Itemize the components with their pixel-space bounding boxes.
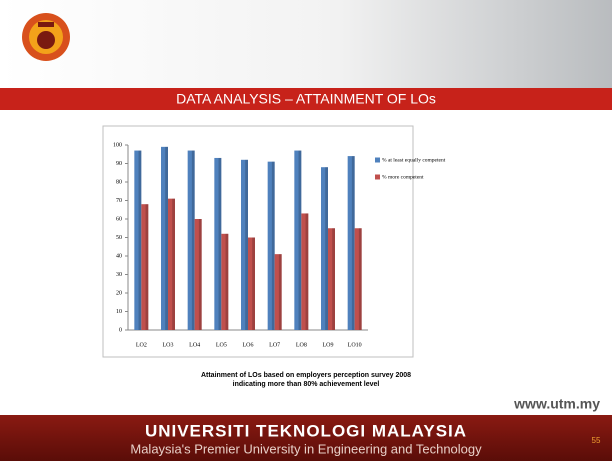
- chart-frame: [102, 125, 414, 358]
- y-tick-label: 20: [116, 290, 122, 296]
- bar-shade: [145, 204, 149, 330]
- x-tick-label: LO4: [189, 342, 200, 348]
- bar-shade: [225, 233, 229, 330]
- legend-swatch: [375, 157, 380, 163]
- bar: [168, 198, 175, 330]
- chart: 0 10 20 30 40 50 60 70 80 90 100 LO2 LO3 LO4 LO5 LO6 LO7…: [113, 142, 446, 348]
- bar-shade: [218, 157, 222, 330]
- bar: [301, 213, 309, 330]
- bar: [187, 150, 195, 330]
- bar-shade: [198, 219, 202, 330]
- page-number: 55: [592, 436, 601, 445]
- bar: [134, 150, 142, 330]
- bar: [221, 233, 229, 330]
- y-tick-label: 50: [116, 235, 122, 241]
- bar: [267, 161, 275, 330]
- bar-shade: [245, 159, 248, 330]
- y-tick-label: 60: [116, 216, 122, 222]
- bar: [141, 204, 149, 330]
- x-tick-label: LO9: [323, 342, 334, 348]
- x-tick-label: LO6: [243, 342, 254, 348]
- logo: [22, 13, 70, 61]
- bar-shade: [351, 156, 355, 330]
- url: www.utm.my: [513, 396, 600, 412]
- y-tick-label: 30: [116, 272, 122, 278]
- bar-shade: [278, 254, 282, 330]
- bar: [294, 150, 302, 330]
- bar: [274, 254, 282, 330]
- bar: [347, 156, 355, 330]
- bar: [194, 219, 202, 330]
- x-tick-label: LO5: [216, 342, 227, 348]
- tagline: Malaysia's Premier University in Enginee…: [130, 441, 482, 456]
- bar-shade: [172, 198, 175, 330]
- bar: [161, 146, 168, 330]
- header-bg: [0, 0, 612, 88]
- bar: [214, 157, 222, 330]
- bar: [328, 228, 335, 330]
- x-tick-label: LO3: [163, 342, 174, 348]
- x-tick-label: LO10: [348, 342, 362, 348]
- legend-label: % more competent: [382, 174, 424, 180]
- y-tick-label: 80: [116, 179, 122, 185]
- title-band: [0, 88, 612, 110]
- bar-shade: [305, 213, 309, 330]
- footer-band: [0, 415, 612, 461]
- bar: [354, 228, 362, 330]
- y-tick-label: 100: [113, 142, 122, 148]
- bar: [248, 237, 255, 330]
- bar-shade: [298, 150, 302, 330]
- bar-shade: [138, 150, 142, 330]
- bar-shade: [325, 167, 328, 330]
- y-tick-label: 10: [116, 309, 122, 315]
- bar-shade: [165, 146, 168, 330]
- y-tick-label: 0: [119, 327, 122, 333]
- bar-shade: [191, 150, 195, 330]
- y-tick-label: 40: [116, 253, 122, 259]
- bar-shade: [271, 161, 275, 330]
- bar: [241, 159, 248, 330]
- x-tick-label: LO2: [136, 342, 147, 348]
- x-tick-label: LO8: [296, 342, 307, 348]
- y-tick-label: 90: [116, 161, 122, 167]
- legend-label: % at least equally competent: [382, 157, 446, 163]
- x-tick-label: LO7: [269, 342, 280, 348]
- bar-shade: [252, 237, 255, 330]
- bar-shade: [358, 228, 362, 330]
- caption-line: indicating more than 80% achievement lev…: [233, 381, 380, 388]
- university: UNIVERSITI TEKNOLOGI MALAYSIA: [145, 421, 467, 440]
- legend-swatch: [375, 174, 380, 180]
- y-tick-label: 70: [116, 198, 122, 204]
- bar-shade: [332, 228, 335, 330]
- slide-title: DATA ANALYSIS – ATTAINMENT OF LOs: [176, 91, 436, 107]
- caption-line: Attainment of LOs based on employers per…: [201, 372, 411, 379]
- bar: [321, 167, 328, 330]
